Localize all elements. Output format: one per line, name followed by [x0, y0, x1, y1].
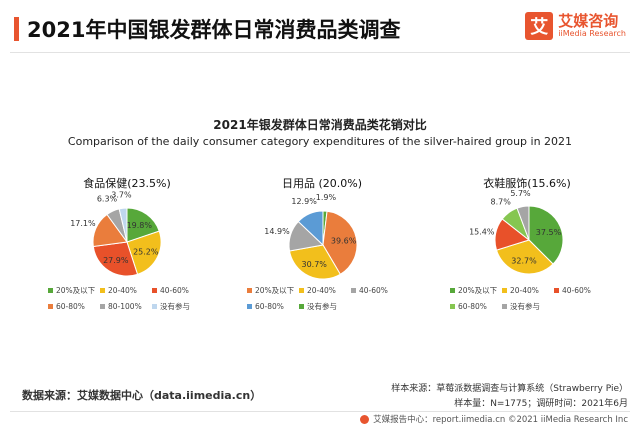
- legend-swatch: [152, 304, 157, 309]
- legend-label: 20%及以下: [458, 286, 498, 295]
- legend-swatch: [247, 288, 252, 293]
- legend-label: 20%及以下: [56, 286, 96, 295]
- pie-slice: [288, 244, 341, 280]
- sample-source: 样本来源：草莓派数据调查与计算系统（Strawberry Pie）: [391, 384, 628, 394]
- report-center-icon: [360, 414, 370, 424]
- slice-label: 39.6%: [331, 237, 357, 246]
- legend-label: 60-80%: [255, 302, 284, 311]
- sample-info: 样本量：N=1775；调研时间：2021年6月: [454, 399, 628, 409]
- footer-divider: [10, 411, 630, 412]
- legend-label: 20%及以下: [255, 286, 295, 295]
- slice-label: 25.2%: [133, 248, 159, 257]
- legend-label: 20-40%: [307, 286, 336, 295]
- slice-label: 27.9%: [103, 256, 129, 265]
- legend-label: 40-60%: [160, 286, 189, 295]
- slice-label: 30.7%: [301, 260, 327, 269]
- legend-swatch: [299, 288, 304, 293]
- slice-label: 5.7%: [510, 189, 531, 198]
- slice-label: 6.3%: [97, 194, 118, 203]
- pie-slice: [528, 205, 564, 265]
- pie-1: 食品保健(23.5%) 19.8% 25.2% 27.9% 17.1% 6.3%3.7% 2…: [48, 176, 190, 311]
- header-divider: [10, 52, 630, 53]
- chart-title: 2021年银发群体日常消费品类花销对比: [213, 118, 427, 132]
- legend-label: 没有参与: [307, 301, 337, 311]
- slice-label: 17.1%: [70, 219, 96, 228]
- brand-logo-icon: 艾: [525, 12, 554, 40]
- chart-subtitle: Comparison of the daily consumer categor…: [67, 135, 573, 148]
- legend-label: 没有参与: [510, 301, 540, 311]
- legend-label: 没有参与: [160, 301, 190, 311]
- pie-slice: [126, 230, 162, 275]
- legend-swatch: [450, 288, 455, 293]
- legend-swatch: [502, 288, 507, 293]
- pie-title: 日用品 (20.0%): [282, 177, 362, 190]
- page-title: 2021年中国银发群体日常消费品类调查: [27, 18, 401, 42]
- brand-name-en: iiMedia Research: [558, 29, 626, 38]
- legend-label: 60-80%: [458, 302, 487, 311]
- slice-label: 19.8%: [127, 221, 153, 230]
- legend-swatch: [351, 288, 356, 293]
- legend-swatch: [48, 288, 53, 293]
- legend-swatch: [554, 288, 559, 293]
- slice-label: 32.7%: [511, 257, 537, 266]
- slice-label: 14.9%: [264, 227, 290, 236]
- slice-label: 3.7%: [111, 190, 132, 199]
- slice-label: 15.4%: [469, 227, 495, 236]
- pie-3: 衣鞋服饰(15.6%) 37.5% 32.7% 15.4% 8.7%5.7% 20%及以下…: [450, 176, 591, 311]
- pie-slice: [118, 207, 128, 243]
- pie-slice: [92, 241, 139, 277]
- slice-label: 8.7%: [491, 197, 512, 206]
- title-accent-bar: [14, 17, 19, 41]
- legend-swatch: [48, 304, 53, 309]
- pie-slice: [495, 239, 554, 275]
- slice-label: 12.9%: [291, 197, 317, 206]
- legend-swatch: [247, 304, 252, 309]
- legend-label: 20-40%: [510, 286, 539, 295]
- legend-label: 40-60%: [359, 286, 388, 295]
- legend-label: 60-80%: [56, 302, 85, 311]
- legend-swatch: [100, 288, 105, 293]
- legend-label: 40-60%: [562, 286, 591, 295]
- legend-swatch: [502, 304, 507, 309]
- pie-title: 衣鞋服饰(15.6%): [483, 176, 571, 190]
- brand: 艾 艾媒咨询 iiMedia Research: [525, 12, 626, 40]
- legend-label: 20-40%: [108, 286, 137, 295]
- data-source: 数据来源：艾媒数据中心（data.iimedia.cn）: [22, 389, 262, 402]
- footer: 艾媒报告中心：report.iimedia.cn ©2021 iiMedia R…: [360, 413, 628, 425]
- pie-slice: [516, 205, 530, 241]
- legend-swatch: [450, 304, 455, 309]
- pie-slice: [297, 210, 324, 247]
- brand-name-cn: 艾媒咨询: [558, 12, 619, 30]
- slice-label: 1.9%: [316, 193, 337, 202]
- pie-title: 食品保健(23.5%): [83, 176, 171, 190]
- slice-label: 37.5%: [536, 228, 562, 237]
- pie-2: 日用品 (20.0%) 1.9% 39.6% 30.7% 14.9% 12.9% 20%及以…: [247, 177, 388, 311]
- legend-swatch: [100, 304, 105, 309]
- legend-swatch: [152, 288, 157, 293]
- legend-label: 80-100%: [108, 302, 142, 311]
- footer-text: 艾媒报告中心：report.iimedia.cn ©2021 iiMedia R…: [373, 415, 628, 425]
- legend-swatch: [299, 304, 304, 309]
